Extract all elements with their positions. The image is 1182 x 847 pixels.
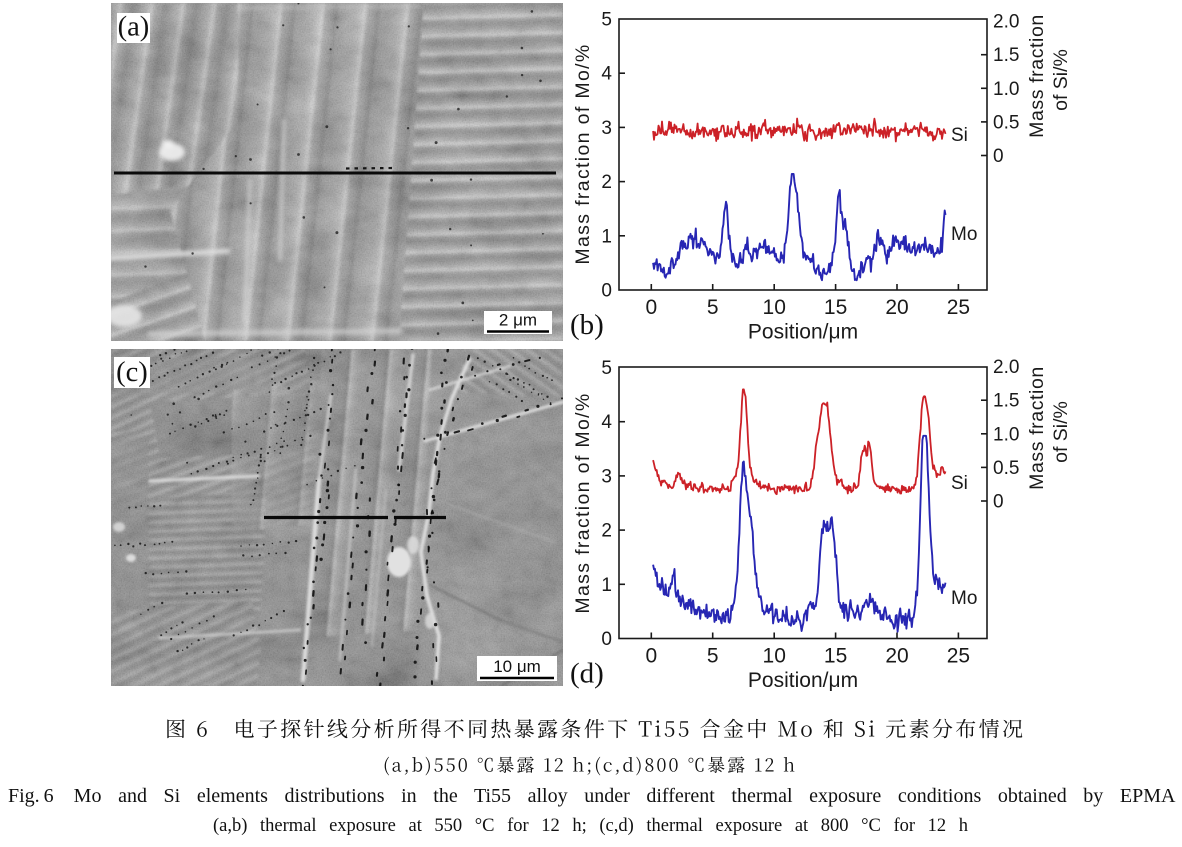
svg-text:0: 0 xyxy=(993,146,1004,167)
svg-text:Mass fraction: Mass fraction xyxy=(1026,14,1048,138)
svg-text:Si: Si xyxy=(951,125,968,146)
svg-text:5: 5 xyxy=(601,358,612,379)
svg-text:1.0: 1.0 xyxy=(993,79,1019,100)
svg-text:0.5: 0.5 xyxy=(993,112,1019,133)
svg-text:3: 3 xyxy=(601,466,612,487)
svg-text:25: 25 xyxy=(947,645,970,668)
svg-text:10 μm: 10 μm xyxy=(493,657,541,676)
svg-text:1: 1 xyxy=(601,575,612,596)
svg-text:0: 0 xyxy=(601,281,612,302)
svg-text:5: 5 xyxy=(601,10,612,31)
svg-text:Fig. 6 Mo and Si elements dis: Fig. 6 Mo and Si elements distributions … xyxy=(8,785,1176,807)
svg-text:(c): (c) xyxy=(116,357,148,388)
svg-text:1.0: 1.0 xyxy=(993,424,1019,445)
svg-text:15: 15 xyxy=(824,296,847,319)
svg-text:0: 0 xyxy=(645,296,657,319)
svg-text:15: 15 xyxy=(824,645,847,668)
svg-text:5: 5 xyxy=(707,296,719,319)
svg-text:of Si/%: of Si/% xyxy=(1050,401,1072,463)
svg-text:2.0: 2.0 xyxy=(993,357,1019,378)
svg-text:Si: Si xyxy=(951,473,968,494)
svg-text:Mo: Mo xyxy=(951,224,977,245)
svg-text:20: 20 xyxy=(885,296,908,319)
svg-text:10: 10 xyxy=(763,645,786,668)
svg-text:(a,b) thermal exposure at 550: (a,b) thermal exposure at 550 °C for 12 … xyxy=(213,816,968,836)
svg-text:Mo: Mo xyxy=(951,588,977,609)
svg-text:10: 10 xyxy=(763,296,786,319)
svg-text:0.5: 0.5 xyxy=(993,458,1019,479)
svg-text:5: 5 xyxy=(707,645,719,668)
svg-text:1.5: 1.5 xyxy=(993,45,1019,66)
svg-text:Mass fraction of Mo/%: Mass fraction of Mo/% xyxy=(572,43,594,264)
svg-text:2.0: 2.0 xyxy=(993,12,1019,33)
svg-text:2: 2 xyxy=(601,521,612,542)
svg-text:0: 0 xyxy=(601,629,612,650)
svg-text:3: 3 xyxy=(601,118,612,139)
svg-text:4: 4 xyxy=(601,64,612,85)
svg-text:(a): (a) xyxy=(118,12,150,43)
svg-text:4: 4 xyxy=(601,412,612,433)
svg-text:1: 1 xyxy=(601,226,612,247)
svg-text:0: 0 xyxy=(993,492,1004,513)
svg-text:25: 25 xyxy=(947,296,970,319)
svg-text:0: 0 xyxy=(645,645,657,668)
svg-text:(d): (d) xyxy=(570,658,604,690)
svg-text:(b): (b) xyxy=(570,309,604,341)
svg-text:Position/μm: Position/μm xyxy=(748,321,858,344)
svg-text:1.5: 1.5 xyxy=(993,391,1019,412)
svg-text:Position/μm: Position/μm xyxy=(748,669,858,692)
svg-text:Mass fraction: Mass fraction xyxy=(1026,366,1048,490)
svg-text:of Si/%: of Si/% xyxy=(1050,49,1072,111)
svg-text:20: 20 xyxy=(885,645,908,668)
svg-text:Mass fraction of Mo/%: Mass fraction of Mo/% xyxy=(572,392,594,613)
svg-text:2: 2 xyxy=(601,172,612,193)
svg-text:2 μm: 2 μm xyxy=(499,311,537,330)
